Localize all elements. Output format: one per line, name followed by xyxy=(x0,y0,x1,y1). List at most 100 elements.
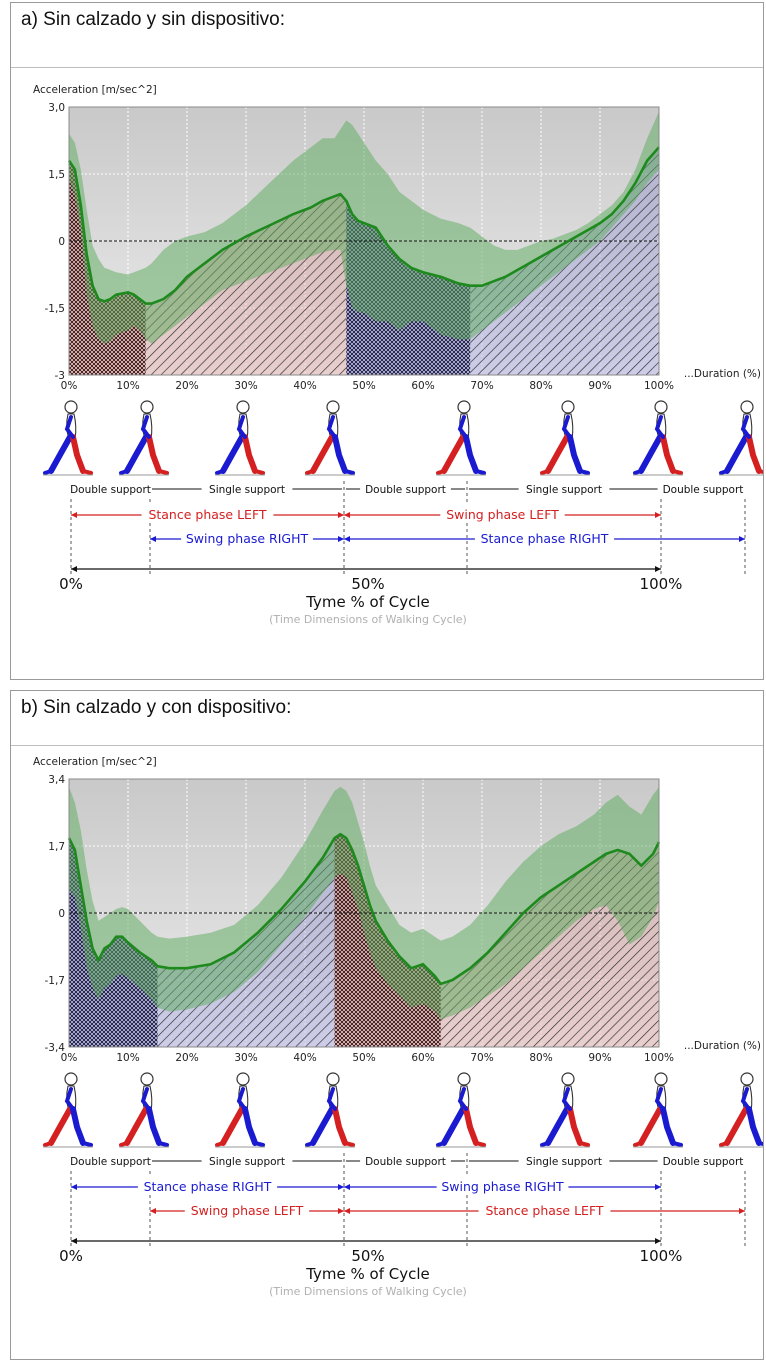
mean-acceleration-line xyxy=(67,832,661,986)
figure-back-foot xyxy=(119,469,129,475)
walking-figure xyxy=(119,1072,169,1148)
support-label: Single support xyxy=(526,484,602,496)
y-tick-label: 1,5 xyxy=(48,169,65,181)
phase-label-bg xyxy=(141,504,274,520)
figure-back-leg xyxy=(545,434,570,474)
figure-front-leg xyxy=(70,434,86,474)
figure-back-foot xyxy=(119,1141,129,1147)
figure-arm xyxy=(654,415,665,439)
figure-front-leg xyxy=(332,434,348,474)
walking-figure xyxy=(43,1072,93,1148)
support-label: Single support xyxy=(209,484,285,496)
gait-chart-a: Acceleration [m/sec^2]3,01,50-1,5-30% 10%… xyxy=(33,84,763,626)
figure-back-foot xyxy=(305,1141,315,1147)
figure-back-leg xyxy=(124,1106,149,1146)
arrow-head xyxy=(655,1184,661,1190)
x-tick-label: 100% xyxy=(644,380,674,392)
support-label: Double support xyxy=(365,1156,446,1168)
walking-figure xyxy=(719,400,763,476)
cycle-tick-label: 50% xyxy=(351,1247,384,1265)
figure-front-foot xyxy=(474,1141,486,1147)
figure-front-leg xyxy=(567,1106,583,1146)
arrow-head xyxy=(344,1184,350,1190)
figure-head xyxy=(64,1072,78,1086)
figure-back-leg xyxy=(220,434,245,474)
x-tick-label: 50% xyxy=(352,380,375,392)
support-label: Double support xyxy=(663,484,744,496)
arrow-head xyxy=(655,1238,661,1244)
arrow-head xyxy=(71,1184,77,1190)
arrow-head xyxy=(338,1208,344,1214)
figure-front-leg xyxy=(242,434,258,474)
walking-figure xyxy=(215,1072,265,1148)
support-label: Double support xyxy=(663,1156,744,1168)
cycle-tick-label: 100% xyxy=(640,1247,683,1265)
arrow-head xyxy=(344,512,350,518)
walking-figure xyxy=(119,400,169,476)
phase-label-bg xyxy=(137,1176,278,1192)
figure-head xyxy=(64,400,78,414)
figure-head xyxy=(457,1072,471,1086)
cycle-axis-title: Tyme % of Cycle xyxy=(305,593,430,611)
figure-back-foot xyxy=(540,1141,550,1147)
figure-back-leg xyxy=(441,1106,466,1146)
figure-back-leg xyxy=(441,434,466,474)
figure-arm xyxy=(457,1087,468,1111)
figure-front-foot xyxy=(157,1141,169,1147)
cycle-axis-caption: (Time Dimensions of Walking Cycle) xyxy=(269,1285,467,1298)
phase-label: Swing phase RIGHT xyxy=(441,1179,564,1194)
figure-arm xyxy=(326,1087,337,1111)
y-axis-title: Acceleration [m/sec^2] xyxy=(33,756,157,768)
figure-arm xyxy=(140,415,151,439)
figure-front-leg xyxy=(746,1106,762,1146)
walking-figure xyxy=(719,1072,763,1148)
figure-back-leg xyxy=(220,1106,245,1146)
x-tick-label: 80% xyxy=(529,1052,552,1064)
y-tick-label: -1,5 xyxy=(45,303,66,315)
figure-arm xyxy=(740,1087,751,1111)
variability-band xyxy=(69,111,659,344)
figure-arm xyxy=(236,1087,247,1111)
arrow-head xyxy=(739,1208,745,1214)
figure-front-leg xyxy=(660,1106,676,1146)
support-label: Single support xyxy=(209,1156,285,1168)
figure-back-foot xyxy=(43,469,53,475)
support-label-bg xyxy=(657,481,749,496)
y-tick-label: 0 xyxy=(58,236,65,248)
arrow-head xyxy=(71,512,77,518)
figure-head xyxy=(561,400,575,414)
figure-back-foot xyxy=(719,1141,729,1147)
figure-back-leg xyxy=(310,1106,335,1146)
phase-label-bg xyxy=(440,504,565,520)
figure-front-leg xyxy=(463,434,479,474)
figure-head xyxy=(140,400,154,414)
walking-figure xyxy=(43,400,93,476)
figure-back-foot xyxy=(540,469,550,475)
figure-back-foot xyxy=(215,1141,225,1147)
arrow-head xyxy=(344,1208,350,1214)
figure-front-foot xyxy=(253,1141,265,1147)
figure-back-foot xyxy=(633,469,643,475)
gait-chart-b: Acceleration [m/sec^2]3,41,70-1,7-3,40% 1… xyxy=(33,756,763,1298)
support-label-bg xyxy=(360,1153,451,1168)
x-tick-label: 90% xyxy=(588,380,611,392)
phase-label-bg xyxy=(181,528,313,544)
figure-front-foot xyxy=(474,469,486,475)
walking-figure xyxy=(215,400,265,476)
figure-head xyxy=(140,1072,154,1086)
support-label: Double support xyxy=(365,484,446,496)
figure-front-leg xyxy=(746,434,762,474)
figure-back-foot xyxy=(43,1141,53,1147)
figure-arm xyxy=(326,415,337,439)
walking-figure xyxy=(633,1072,683,1148)
walking-figure xyxy=(540,400,590,476)
figure-arm xyxy=(64,1087,75,1111)
figure-arm xyxy=(561,415,572,439)
figure-head xyxy=(236,400,250,414)
phase-label: Swing phase RIGHT xyxy=(186,531,309,546)
x-tick-label: 60% xyxy=(411,380,434,392)
phase-label: Stance phase RIGHT xyxy=(144,1179,272,1194)
x-tick-label: 20% xyxy=(175,380,198,392)
figure-front-leg xyxy=(146,434,162,474)
y-tick-label: -1,7 xyxy=(45,975,66,987)
